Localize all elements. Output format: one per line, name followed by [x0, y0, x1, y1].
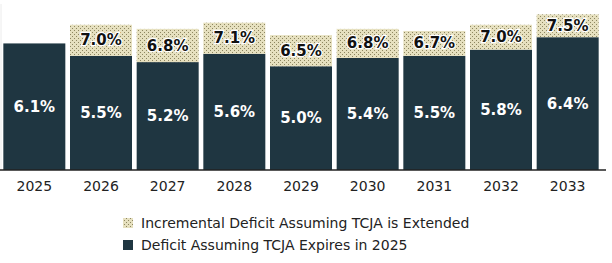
- x-tick-label: 2028: [217, 178, 253, 194]
- legend-swatch: [123, 240, 133, 250]
- x-tick-label: 2025: [17, 178, 53, 194]
- bars: [3, 14, 598, 170]
- bar: [203, 23, 265, 54]
- data-label: 7.1%: [214, 29, 256, 47]
- bar: [70, 56, 132, 170]
- bar: [403, 56, 465, 170]
- x-tick-label: 2026: [83, 178, 119, 194]
- data-label: 6.4%: [547, 95, 589, 113]
- y-axis-line: [1, 4, 2, 170]
- data-label: 5.8%: [480, 101, 522, 119]
- bar: [537, 14, 599, 37]
- x-tick-label: 2031: [417, 178, 453, 194]
- bar: [403, 31, 465, 56]
- bar: [270, 66, 332, 170]
- data-label: 7.0%: [80, 31, 122, 49]
- bar: [337, 29, 399, 58]
- data-label: 5.0%: [280, 109, 322, 127]
- data-labels: 6.1% 5.5% 5.2% 5.6% 5.0% 5.4% 5.5% 5.8% 6.4% 7.0%…: [14, 17, 589, 127]
- data-label: 6.5%: [280, 42, 322, 60]
- data-label: 5.4%: [347, 105, 389, 123]
- x-tick-label: 2033: [550, 178, 586, 194]
- legend-label: Deficit Assuming TCJA Expires in 2025: [141, 237, 408, 253]
- data-label: 6.8%: [147, 37, 189, 55]
- bar: [470, 50, 532, 170]
- x-tick-label: 2029: [283, 178, 319, 194]
- legend-swatch: [123, 218, 133, 228]
- bar: [70, 25, 132, 56]
- chart-container: 6.1% 5.5% 5.2% 5.6% 5.0% 5.4% 5.5% 5.8% 6.4% 7.0%…: [0, 0, 612, 263]
- legend-label: Incremental Deficit Assuming TCJA is Ext…: [141, 215, 469, 231]
- x-axis-line: [0, 169, 606, 171]
- chart-svg: 6.1% 5.5% 5.2% 5.6% 5.0% 5.4% 5.5% 5.8% 6.4% 7.0%…: [0, 0, 612, 263]
- data-label: 6.8%: [347, 34, 389, 52]
- x-tick-label: 2027: [150, 178, 186, 194]
- x-tick-label: 2032: [483, 178, 519, 194]
- bar: [203, 54, 265, 170]
- x-tick-label: 2030: [350, 178, 386, 194]
- data-label: 6.7%: [414, 34, 456, 52]
- data-label: 5.5%: [80, 104, 122, 122]
- legend: Incremental Deficit Assuming TCJA is Ext…: [123, 215, 469, 253]
- data-label: 5.2%: [147, 107, 189, 125]
- bar: [470, 25, 532, 50]
- data-label: 6.1%: [14, 98, 56, 116]
- data-label: 7.5%: [547, 17, 589, 35]
- bar: [537, 37, 599, 170]
- bar: [3, 43, 65, 170]
- bar: [137, 29, 199, 62]
- data-label: 5.6%: [214, 103, 256, 121]
- data-label: 7.0%: [480, 28, 522, 46]
- bar: [270, 35, 332, 66]
- data-label: 5.5%: [414, 104, 456, 122]
- bar: [337, 58, 399, 170]
- bar: [137, 62, 199, 170]
